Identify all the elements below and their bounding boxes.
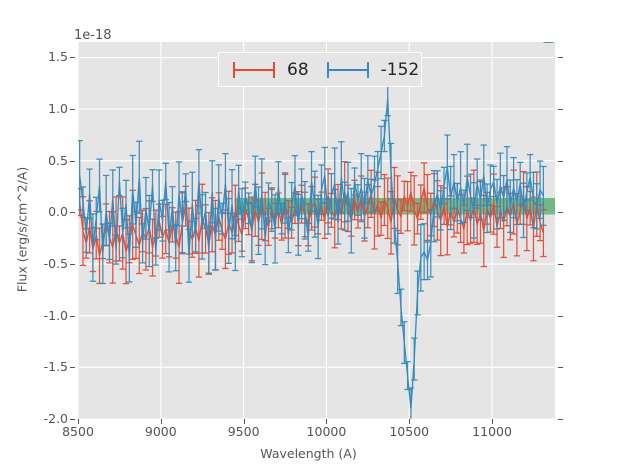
y-tick-mark — [70, 367, 75, 369]
x-tick-mark — [160, 419, 162, 424]
x-tick-label: 8500 — [62, 424, 94, 439]
y-tick-mark-right — [558, 315, 563, 317]
y-tick-mark — [70, 212, 75, 214]
gridlines — [78, 42, 555, 419]
legend-entry-0[interactable]: 68 — [219, 53, 313, 86]
legend-label-1: -152 — [380, 59, 420, 80]
y-tick-mark-right — [558, 212, 563, 214]
y-tick-label: 1.5 — [48, 49, 68, 65]
y-tick-label: -0.5 — [43, 256, 68, 272]
y-tick-mark — [70, 160, 75, 162]
y-tick-mark — [70, 419, 75, 420]
x-tick-mark — [492, 419, 494, 424]
x-tick-mark — [409, 419, 411, 424]
y-tick-mark — [70, 57, 75, 59]
y-tick-mark-right — [558, 367, 563, 369]
y-tick-label: 1.0 — [48, 101, 68, 117]
y-tick-label: 0.0 — [48, 204, 68, 220]
y-tick-mark — [70, 109, 75, 111]
x-tick-mark — [78, 419, 79, 424]
x-tick-label: 10500 — [389, 424, 430, 439]
plot-svg — [78, 42, 555, 419]
y-tick-mark-right — [558, 264, 563, 266]
y-axis-label: Flux (erg/s/cm^2/A) — [14, 166, 30, 292]
y-axis-offset-text: 1e-18 — [74, 28, 112, 43]
series--152 — [78, 42, 554, 419]
x-tick-label: 11000 — [472, 424, 512, 439]
errorbar-marker-icon — [326, 61, 369, 78]
legend[interactable]: 68 -152 — [218, 52, 422, 87]
legend-entry-1[interactable]: -152 — [313, 53, 424, 86]
plot-area — [78, 42, 555, 419]
x-tick-label: 10000 — [306, 424, 347, 439]
y-tick-mark-right — [558, 419, 563, 420]
y-tick-label: -2.0 — [43, 411, 68, 426]
x-tick-mark — [326, 419, 328, 424]
x-axis-label: Wavelength (A) — [260, 446, 357, 461]
y-tick-mark-right — [558, 57, 563, 59]
x-tick-mark — [243, 419, 245, 424]
y-tick-mark — [70, 315, 75, 317]
y-tick-label: -1.5 — [43, 359, 68, 375]
x-tick-label: 9000 — [144, 424, 177, 439]
y-tick-label: -1.0 — [43, 307, 68, 323]
y-tick-label: 0.5 — [48, 152, 68, 168]
y-tick-mark — [70, 264, 75, 266]
y-tick-mark-right — [558, 160, 563, 162]
errorbar-marker-icon — [233, 61, 275, 78]
y-tick-mark-right — [558, 109, 563, 111]
legend-label-0: 68 — [287, 59, 309, 80]
x-tick-label: 9500 — [227, 424, 260, 439]
